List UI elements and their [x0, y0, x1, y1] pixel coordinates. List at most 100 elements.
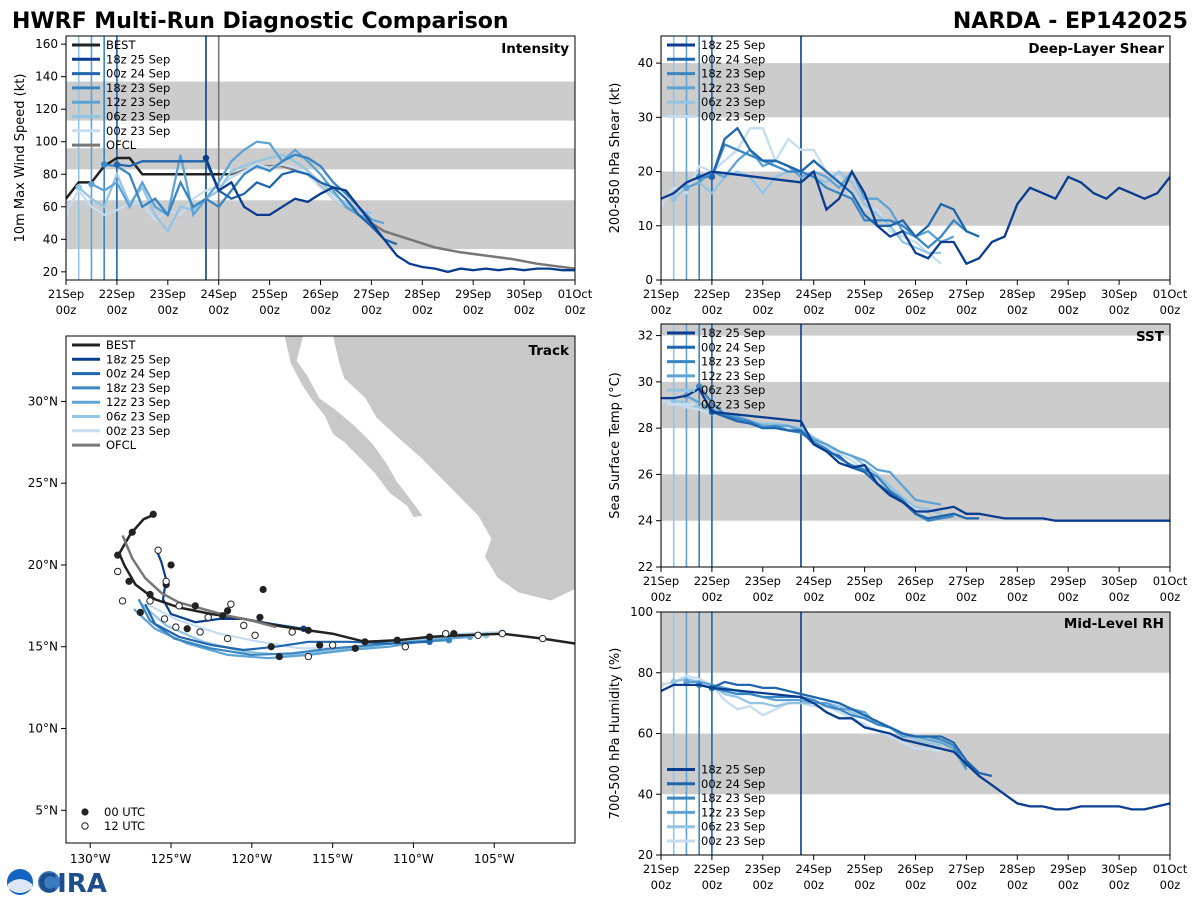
storm-id: NARDA - EP142025 — [953, 9, 1188, 34]
best-12utc-point — [227, 600, 235, 608]
x-tick-hour: 00z — [1109, 590, 1130, 604]
threshold-band-1 — [66, 148, 575, 170]
series-start-marker-r00z23 — [661, 681, 665, 689]
x-tick-hour: 00z — [651, 590, 672, 604]
legend-label-r00z23: 00z 23 Sep — [701, 398, 765, 412]
threshold-band-1 — [661, 612, 1170, 673]
best-track-line — [66, 156, 232, 201]
series-line-r18z25 — [661, 683, 1170, 811]
best-00utc-point — [316, 641, 324, 649]
threshold-band-2 — [66, 81, 575, 121]
y-tick-label: 30 — [638, 375, 653, 389]
legend-label-r00z24: 00z 24 Sep — [106, 67, 170, 81]
best-12utc-point — [146, 597, 154, 605]
x-tick-date: 01Oct — [1153, 862, 1188, 876]
x-tick-hour: 00z — [651, 878, 672, 892]
x-tick-date: 25Sep — [251, 287, 287, 301]
intensity-panel: 20 40 60 80 100 120 140 160 10m Max Wind Speed (… — [13, 35, 593, 317]
x-tick-date: 30Sep — [506, 287, 542, 301]
legend-label-r12z23: 12z 23 Sep — [106, 95, 170, 109]
x-tick-label: 115°W — [312, 852, 353, 866]
series-start-marker-r06z23 — [75, 184, 82, 191]
legend-label-r18z23: 18z 23 Sep — [106, 381, 170, 395]
x-tick-hour: 00z — [157, 303, 178, 317]
legend-label-r18z25: 18z 25 Sep — [106, 52, 170, 66]
x-tick-hour: 00z — [310, 303, 331, 317]
intensity-plot-area — [66, 36, 575, 280]
x-tick-hour: 00z — [752, 878, 773, 892]
y-axis-label: 200-850 hPa Shear (kt) — [608, 83, 623, 234]
track-start-marker-r00z24 — [426, 638, 433, 646]
x-tick-hour: 00z — [702, 878, 723, 892]
x-tick-date: 27Sep — [948, 287, 984, 301]
x-tick-hour: 00z — [463, 303, 484, 317]
x-tick-date: 22Sep — [99, 287, 135, 301]
best-00utc-point — [146, 590, 154, 599]
series-start-marker-r00z24 — [113, 161, 121, 168]
y-tick-label: 100 — [630, 605, 653, 619]
x-tick-date: 01Oct — [1153, 287, 1188, 301]
x-tick-date: 26Sep — [302, 287, 338, 301]
best-00utc-point — [450, 630, 458, 638]
x-tick-date: 21Sep — [643, 287, 679, 301]
best-00utc-point — [425, 633, 434, 641]
x-tick-hour: 00z — [361, 303, 382, 317]
y-tick-label: 120 — [35, 102, 58, 116]
y-tick-label: 140 — [35, 70, 58, 84]
x-tick-date: 01Oct — [1153, 574, 1188, 588]
panel-title: Track — [529, 343, 570, 359]
x-tick-date: 26Sep — [897, 574, 933, 588]
x-tick-date: 24Sep — [796, 862, 832, 876]
best-12utc-point — [442, 629, 450, 638]
x-tick-date: 21Sep — [643, 574, 679, 588]
csu-globe-icon — [38, 871, 60, 893]
x-tick-hour: 00z — [1058, 590, 1079, 604]
legend-label-r06z23: 06z 23 Sep — [701, 95, 765, 109]
y-tick-label: 160 — [35, 37, 58, 51]
best-12utc-point — [498, 629, 506, 638]
x-tick-hour: 00z — [905, 590, 926, 604]
best-12utc-point — [538, 634, 547, 643]
best-00utc-point — [125, 577, 133, 585]
threshold-band-0 — [661, 171, 1170, 226]
x-tick-hour: 00z — [854, 878, 875, 892]
series-line-r18z25 — [661, 169, 1170, 266]
y-tick-label: 10°N — [28, 722, 58, 736]
x-tick-date: 23Sep — [745, 574, 781, 588]
y-tick-label: 24 — [638, 514, 653, 528]
best-00utc-point — [223, 607, 232, 615]
best-12utc-point — [175, 602, 183, 610]
y-tick-label: 20°N — [28, 558, 58, 572]
legend-label-r12z23: 12z 23 Sep — [106, 395, 170, 409]
best-12utc-point — [172, 623, 180, 631]
x-tick-date: 23Sep — [745, 287, 781, 301]
x-tick-hour: 00z — [1007, 303, 1028, 317]
series-line-r12z23 — [686, 148, 955, 244]
y-tick-label: 60 — [638, 727, 653, 741]
legend-marker-12utc — [81, 822, 89, 830]
best-00utc-point — [351, 644, 359, 652]
x-tick-hour: 00z — [905, 878, 926, 892]
legend-label-r18z23: 18z 23 Sep — [106, 81, 170, 95]
y-axis-label: 10m Max Wind Speed (kt) — [13, 74, 28, 243]
legend-label-r18z25: 18z 25 Sep — [106, 352, 170, 366]
legend-label-best: BEST — [106, 38, 136, 52]
best-00utc-point — [259, 585, 267, 594]
y-tick-label: 40 — [638, 787, 653, 801]
x-tick-hour: 00z — [905, 303, 926, 317]
x-tick-hour: 00z — [514, 303, 535, 317]
x-tick-date: 29Sep — [1050, 862, 1086, 876]
x-tick-hour: 00z — [702, 590, 723, 604]
x-tick-date: 29Sep — [1050, 574, 1086, 588]
best-00utc-point — [275, 652, 283, 661]
x-tick-label: 105°W — [474, 852, 515, 866]
track-plot-area — [114, 336, 575, 661]
series-start-marker-r12z23 — [88, 180, 95, 188]
track-frame — [65, 335, 576, 844]
y-tick-label: 40 — [43, 232, 58, 246]
series-start-marker-r12z23 — [683, 678, 690, 686]
cira-logo: CIRA — [7, 869, 107, 899]
best-00utc-point — [183, 625, 191, 633]
x-tick-date: 22Sep — [694, 574, 730, 588]
series-start-marker-r18z25 — [581, 685, 587, 691]
